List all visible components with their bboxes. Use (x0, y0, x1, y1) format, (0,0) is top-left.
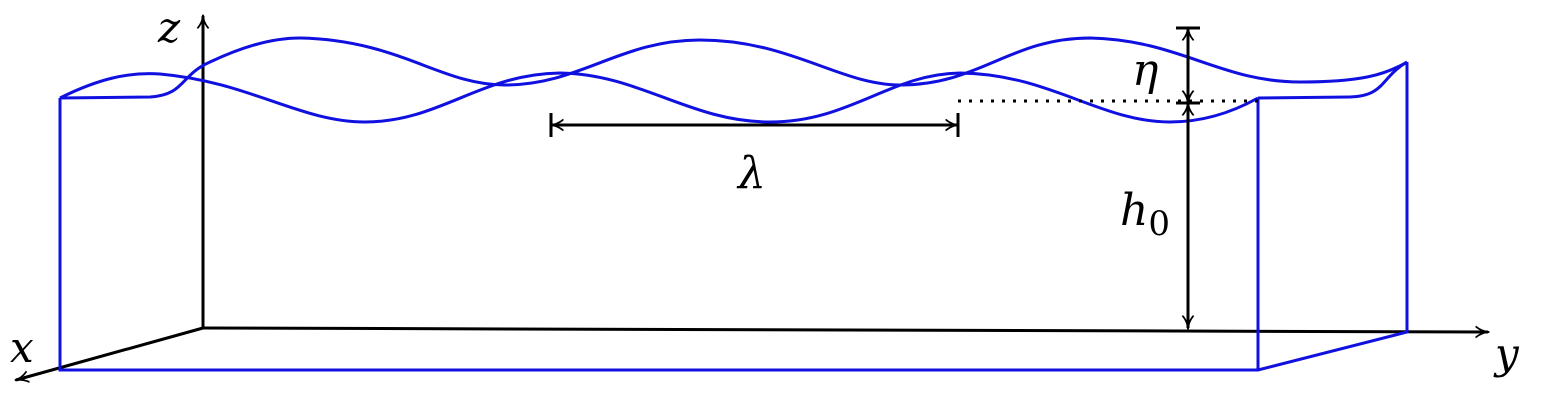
x-label: x (10, 323, 34, 372)
wave-side (1257, 60, 1408, 100)
eta-label: η (1132, 45, 1158, 96)
x-axis (16, 326, 204, 380)
h-symbol: h (1120, 185, 1148, 236)
wave-front (59, 71, 1259, 124)
h-subscript: 0 (1148, 204, 1170, 244)
z-label: z (157, 3, 181, 52)
box-edges (58, 62, 1409, 372)
y-axis (202, 328, 1488, 332)
wave-back (59, 36, 1408, 100)
y-label: y (1493, 329, 1520, 378)
h0-label: h0 (1120, 185, 1170, 244)
lambda-label: λ (736, 148, 766, 199)
